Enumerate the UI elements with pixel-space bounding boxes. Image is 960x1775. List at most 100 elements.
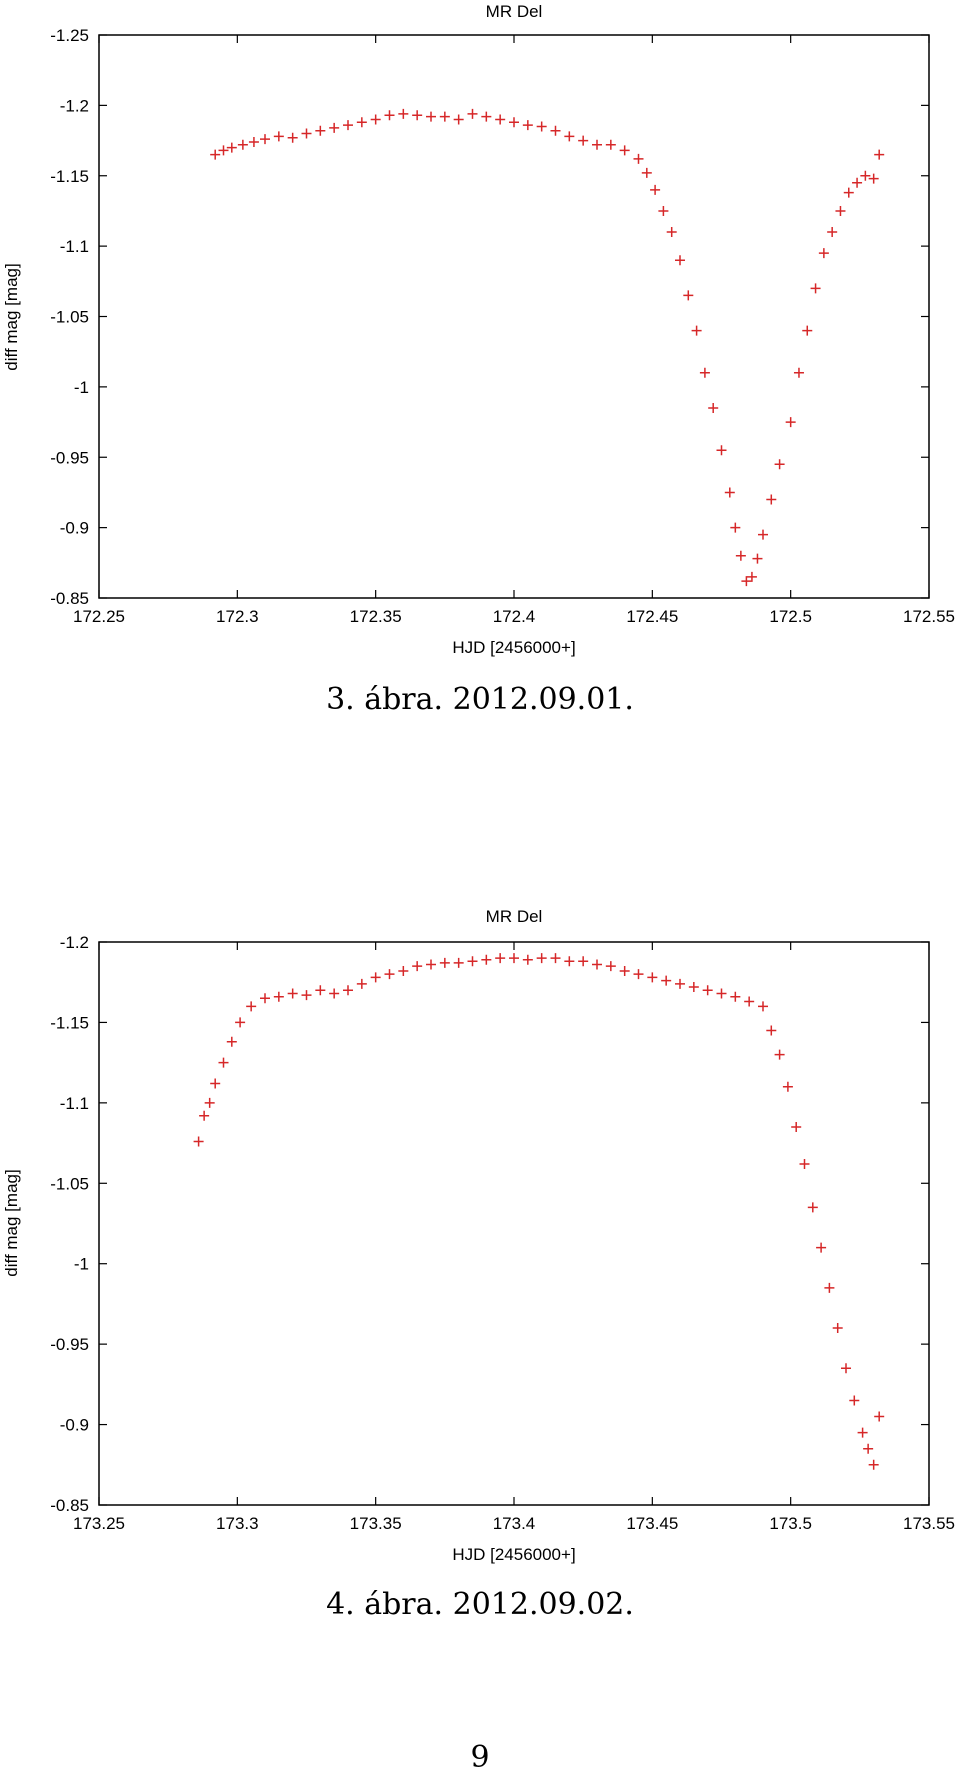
data-point (439, 957, 450, 968)
data-point (758, 1001, 768, 1012)
data-point (426, 959, 436, 970)
data-point (592, 139, 602, 150)
data-point (835, 205, 846, 216)
x-tick-label: 173.4 (493, 1514, 536, 1533)
x-tick-label: 173.45 (626, 1514, 678, 1533)
data-point (807, 1202, 818, 1213)
data-point (658, 205, 669, 216)
tick-group: 173.25 173.3 173.35 173.4 173.45 173.5 173.55 -… (50, 933, 955, 1533)
page-number: 9 (470, 1740, 490, 1775)
data-points (210, 108, 885, 587)
y-tick-label: -1.15 (50, 167, 89, 186)
y-tick-label: -1 (74, 1255, 89, 1274)
data-point (481, 111, 492, 122)
data-point (699, 367, 710, 378)
x-tick-label: 173.5 (769, 1514, 812, 1533)
y-tick-label: -0.9 (60, 1416, 89, 1435)
plot-frame (98, 941, 930, 1506)
data-point (439, 111, 450, 122)
data-point (343, 120, 353, 131)
data-point (467, 108, 478, 119)
data-point (343, 985, 353, 996)
data-point (226, 142, 237, 153)
data-point (730, 522, 741, 533)
data-point (818, 248, 829, 259)
x-tick-label: 173.35 (350, 1514, 402, 1533)
y-tick-label: -0.95 (50, 448, 89, 467)
y-tick-label: -1.2 (60, 96, 89, 115)
data-point (356, 117, 367, 128)
data-point (301, 128, 312, 139)
data-point (746, 571, 757, 582)
data-point (708, 402, 719, 413)
chart-title: MR Del (486, 907, 543, 926)
data-point (592, 959, 602, 970)
x-tick-label: 172.5 (769, 607, 812, 626)
data-point (287, 132, 298, 143)
y-tick-label: -1.1 (60, 237, 89, 256)
x-axis-label: HJD [2456000+] (452, 1545, 575, 1564)
data-point (619, 145, 630, 156)
data-point (605, 139, 616, 150)
data-point (226, 1036, 237, 1047)
data-point (752, 553, 763, 564)
data-point (260, 993, 270, 1004)
y-tick-label: -0.85 (50, 1496, 89, 1515)
data-point (816, 1242, 827, 1253)
data-point (248, 136, 259, 147)
data-point (605, 961, 616, 972)
data-point (315, 985, 326, 996)
data-point (235, 1017, 246, 1028)
data-point (730, 991, 741, 1002)
y-tick-label: -0.9 (60, 519, 89, 538)
data-point (857, 1427, 868, 1438)
data-point (246, 1001, 257, 1012)
data-point (841, 1363, 851, 1374)
data-point (218, 1057, 229, 1068)
figure-caption: 3. ábra. 2012.09.01. (326, 682, 634, 717)
data-point (832, 1323, 843, 1334)
data-point (741, 576, 752, 587)
y-axis-label: diff mag [mag] (2, 1169, 21, 1276)
x-tick-label: 173.3 (216, 1514, 259, 1533)
data-point (210, 149, 221, 160)
data-point (766, 494, 777, 505)
data-point (619, 965, 630, 976)
data-point (860, 170, 871, 181)
data-point (716, 445, 727, 456)
data-point (675, 978, 685, 989)
data-point (522, 120, 533, 131)
x-tick-label: 172.4 (493, 607, 536, 626)
data-point (301, 990, 312, 1001)
data-point (412, 961, 423, 972)
data-point (849, 1395, 860, 1406)
chart-title: MR Del (486, 2, 543, 21)
data-point (522, 954, 533, 965)
y-tick-label: -0.95 (50, 1335, 89, 1354)
data-point (641, 167, 652, 178)
data-point (273, 131, 284, 142)
data-point (398, 108, 409, 119)
data-point (782, 1081, 793, 1092)
data-point (843, 187, 854, 198)
y-tick-label: -1.15 (50, 1013, 89, 1032)
data-point (453, 957, 464, 968)
y-tick-label: -1 (74, 378, 89, 397)
data-point (666, 227, 677, 238)
data-point (774, 459, 785, 470)
data-point (260, 134, 270, 145)
data-point (810, 283, 821, 294)
data-point (702, 985, 713, 996)
data-point (793, 367, 804, 378)
data-point (852, 177, 863, 188)
data-point (550, 125, 561, 136)
data-point (384, 110, 395, 121)
data-point (802, 325, 813, 336)
data-point (315, 125, 326, 136)
x-tick-label: 172.35 (350, 607, 402, 626)
y-tick-label: -1.2 (60, 933, 89, 952)
data-point (426, 111, 436, 122)
data-point (237, 139, 248, 150)
data-point (863, 1443, 874, 1454)
